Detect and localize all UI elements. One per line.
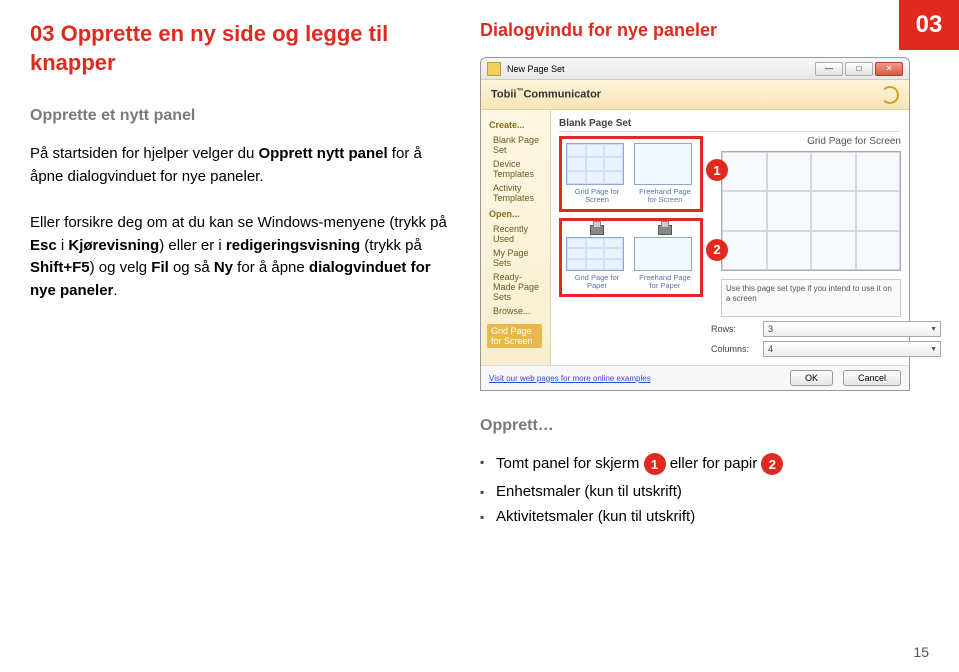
text: Eller forsikre deg om at du kan se Windo… <box>30 214 447 231</box>
text: . <box>113 282 117 299</box>
ok-button[interactable]: OK <box>790 370 833 386</box>
thumb-label: Grid Page for Screen <box>566 188 628 205</box>
bold: Kjørevisning <box>68 237 159 254</box>
text: i <box>57 237 69 254</box>
side-item[interactable]: Activity Templates <box>489 181 542 205</box>
bold: Ny <box>214 259 233 276</box>
main-panel-header: Blank Page Set <box>559 116 901 132</box>
dialog-brand-header: Tobii™Communicator <box>481 80 909 110</box>
thumb-grid-paper[interactable]: Grid Page for Paper <box>566 225 628 291</box>
side-open-label: Open... <box>489 209 542 219</box>
text: ) eller er i <box>159 237 226 254</box>
bullet-item: Aktivitetsmaler (kun til utskrift) <box>480 508 929 525</box>
thumb-label: Grid Page for Paper <box>566 274 628 291</box>
bold: redigeringsvisning <box>226 237 360 254</box>
inline-callout-2: 2 <box>761 453 783 475</box>
rows-label: Rows: <box>711 324 757 334</box>
inline-callout-1: 1 <box>644 453 666 475</box>
text: eller for papir <box>666 455 762 472</box>
bullet-item: Enhetsmaler (kun til utskrift) <box>480 483 929 500</box>
bullet-item: Tomt panel for skjerm 1 eller for papir … <box>480 453 929 475</box>
text: Tomt panel for skjerm <box>496 455 644 472</box>
right-title: Dialogvindu for nye paneler <box>480 20 929 41</box>
opprett-heading: Opprett… <box>480 417 929 435</box>
dialog-footer: Visit our web pages for more online exam… <box>481 365 909 390</box>
bullet-list: Tomt panel for skjerm 1 eller for papir … <box>480 453 929 525</box>
side-item[interactable]: Ready-Made Page Sets <box>489 270 542 304</box>
callout-1: 1 <box>706 159 728 181</box>
thumb-label: Freehand Page for Screen <box>634 188 696 205</box>
text: og så <box>169 259 214 276</box>
side-panel: Create... Blank Page Set Device Template… <box>481 110 551 365</box>
screen-group: Grid Page for Screen Freehand Page for S… <box>559 136 703 212</box>
thumb-label: Freehand Page for Paper <box>634 274 696 291</box>
side-item[interactable]: My Page Sets <box>489 246 542 270</box>
section-title: 03 Opprette en ny side og legge til knap… <box>30 20 450 77</box>
window-title: New Page Set <box>507 64 565 74</box>
right-column: Dialogvindu for nye paneler New Page Set… <box>480 20 929 533</box>
side-item[interactable]: Device Templates <box>489 157 542 181</box>
page-badge: 03 <box>899 0 959 50</box>
columns-label: Columns: <box>711 344 757 354</box>
bold: Shift+F5 <box>30 259 90 276</box>
big-grid-label: Grid Page for Screen <box>711 136 901 147</box>
main-panel: Blank Page Set Grid Page for Screen <box>551 110 909 365</box>
maximize-button[interactable]: □ <box>845 62 873 76</box>
minimize-button[interactable]: — <box>815 62 843 76</box>
paragraph-1: På startsiden for hjelper velger du Oppr… <box>30 143 450 188</box>
side-create-label: Create... <box>489 120 542 130</box>
left-column: 03 Opprette en ny side og legge til knap… <box>30 20 450 533</box>
bold: Fil <box>151 259 169 276</box>
text: for å åpne <box>233 259 309 276</box>
swirl-icon <box>881 86 899 104</box>
rows-dropdown[interactable]: 3 <box>763 321 941 337</box>
footer-link[interactable]: Visit our web pages for more online exam… <box>489 374 651 383</box>
description-box: Use this page set type if you intend to … <box>721 279 901 317</box>
page-badge-number: 03 <box>916 11 943 39</box>
side-item-selected[interactable]: Grid Page for Screen <box>487 324 542 348</box>
brand-label: Tobii™Communicator <box>491 88 601 101</box>
text: ) og velg <box>90 259 152 276</box>
callout-2: 2 <box>706 239 728 261</box>
page-number: 15 <box>913 644 929 660</box>
text: (trykk på <box>360 237 422 254</box>
side-item[interactable]: Browse... <box>489 304 542 318</box>
sub-title: Opprette et nytt panel <box>30 107 450 125</box>
side-item[interactable]: Recently Used <box>489 222 542 246</box>
side-item[interactable]: Blank Page Set <box>489 133 542 157</box>
paragraph-2: Eller forsikre deg om at du kan se Windo… <box>30 212 450 302</box>
dialog-titlebar: New Page Set — □ ✕ <box>481 58 909 80</box>
thumb-freehand-screen[interactable]: Freehand Page for Screen <box>634 143 696 205</box>
bold: Esc <box>30 237 57 254</box>
cancel-button[interactable]: Cancel <box>843 370 901 386</box>
big-grid-preview <box>721 151 901 271</box>
thumb-grid-screen[interactable]: Grid Page for Screen <box>566 143 628 205</box>
bold: Opprett nytt panel <box>258 145 387 162</box>
text: På startsiden for hjelper velger du <box>30 145 258 162</box>
close-button[interactable]: ✕ <box>875 62 903 76</box>
thumb-freehand-paper[interactable]: Freehand Page for Paper <box>634 225 696 291</box>
columns-dropdown[interactable]: 4 <box>763 341 941 357</box>
dialog-window: New Page Set — □ ✕ Tobii™Communicator Cr… <box>480 57 910 391</box>
paper-group: Grid Page for Paper Freehand Page for Pa… <box>559 218 703 298</box>
app-icon <box>487 62 501 76</box>
